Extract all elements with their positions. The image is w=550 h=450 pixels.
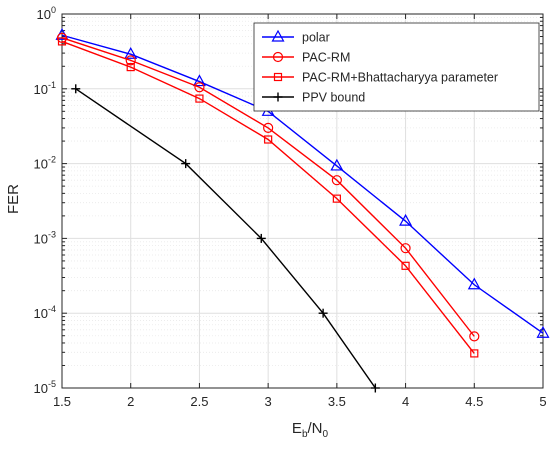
marker-circle xyxy=(469,331,480,342)
marker-circle xyxy=(56,32,68,43)
x-tick-label: 2.5 xyxy=(190,394,208,409)
x-axis-label-main: E xyxy=(292,420,302,437)
x-tick-label: 1.5 xyxy=(53,394,71,409)
marker-square xyxy=(264,135,273,144)
series-line xyxy=(61,34,544,334)
x-axis-label: Eb/N0 xyxy=(292,420,329,440)
x-tick-label: 3 xyxy=(265,394,272,409)
marker-triangle xyxy=(124,46,138,59)
marker-triangle xyxy=(271,29,285,42)
y-tick-label: 10-2 xyxy=(34,155,56,172)
x-tick-label: 5 xyxy=(539,394,546,409)
x-tick-label: 3.5 xyxy=(328,394,346,409)
marker-circle xyxy=(194,82,205,93)
x-axis-label-sub1: b xyxy=(302,429,308,440)
marker-square xyxy=(470,349,479,358)
series-ppv-bound xyxy=(71,84,380,393)
x-axis-label-sub2: 0 xyxy=(323,429,329,440)
marker-square xyxy=(273,72,283,82)
marker-square xyxy=(332,194,341,203)
y-tick-label: 10-4 xyxy=(34,304,56,321)
series-pac-rm xyxy=(56,32,480,342)
legend-entry: PPV bound xyxy=(262,91,365,105)
legend-entry: polar xyxy=(262,29,330,45)
x-tick-label: 4.5 xyxy=(465,394,483,409)
labels: FER Eb/N0 xyxy=(5,184,329,440)
marker-square xyxy=(57,37,67,46)
y-axis-label: FER xyxy=(5,184,22,214)
y-tick-base: 10 xyxy=(37,7,51,22)
y-tick-exponent: -3 xyxy=(48,229,56,239)
legend-label: PAC-RM+Bhattacharyya parameter xyxy=(302,71,498,85)
marker-square xyxy=(195,94,204,103)
marker-triangle xyxy=(467,277,481,290)
legend-box xyxy=(253,22,540,112)
series-layer xyxy=(55,27,550,393)
y-tick-label: 10-1 xyxy=(34,80,56,97)
marker-circle xyxy=(331,175,342,186)
x-axis-label-sep: /N xyxy=(308,420,323,437)
y-tick-base: 10 xyxy=(34,306,48,321)
marker-triangle xyxy=(536,325,550,338)
legend-label: polar xyxy=(302,31,330,45)
marker-triangle xyxy=(192,74,206,87)
y-tick-label: 100 xyxy=(37,5,56,22)
legend: polar PAC-RM PAC-RM+Bhattacharyya paramete… xyxy=(253,22,540,112)
marker-circle xyxy=(263,122,274,134)
marker-square xyxy=(401,261,410,270)
y-tick-base: 10 xyxy=(34,231,48,246)
y-tick-base: 10 xyxy=(34,381,48,396)
legend-label: PAC-RM xyxy=(302,51,350,65)
y-tick-label: 10-3 xyxy=(34,229,56,246)
y-tick-base: 10 xyxy=(34,157,48,172)
marker-circle xyxy=(400,243,411,254)
y-tick-exponent: -5 xyxy=(48,379,56,389)
y-tick-exponent: 0 xyxy=(51,5,56,15)
y-tick-base: 10 xyxy=(34,82,48,97)
marker-circle xyxy=(125,55,136,66)
y-tick-exponent: -1 xyxy=(48,80,56,90)
x-tick-label: 2 xyxy=(127,394,134,409)
series-pac-rm-bhattacharyya-parameter xyxy=(57,37,479,358)
marker-circle xyxy=(272,51,284,63)
legend-entry: PAC-RM+Bhattacharyya parameter xyxy=(262,71,498,85)
y-tick-exponent: -4 xyxy=(48,304,56,314)
y-tick-exponent: -2 xyxy=(48,155,56,165)
y-tick-label: 10-5 xyxy=(34,379,56,396)
marker-square xyxy=(126,63,135,72)
marker-triangle xyxy=(399,213,413,226)
series-line xyxy=(61,37,475,337)
x-tick-label: 4 xyxy=(402,394,409,409)
plot-area-frame xyxy=(61,13,544,389)
series-line xyxy=(61,40,475,354)
marker-triangle xyxy=(330,158,344,171)
legend-entry: PAC-RM xyxy=(262,51,350,65)
legend-label: PPV bound xyxy=(302,91,365,105)
